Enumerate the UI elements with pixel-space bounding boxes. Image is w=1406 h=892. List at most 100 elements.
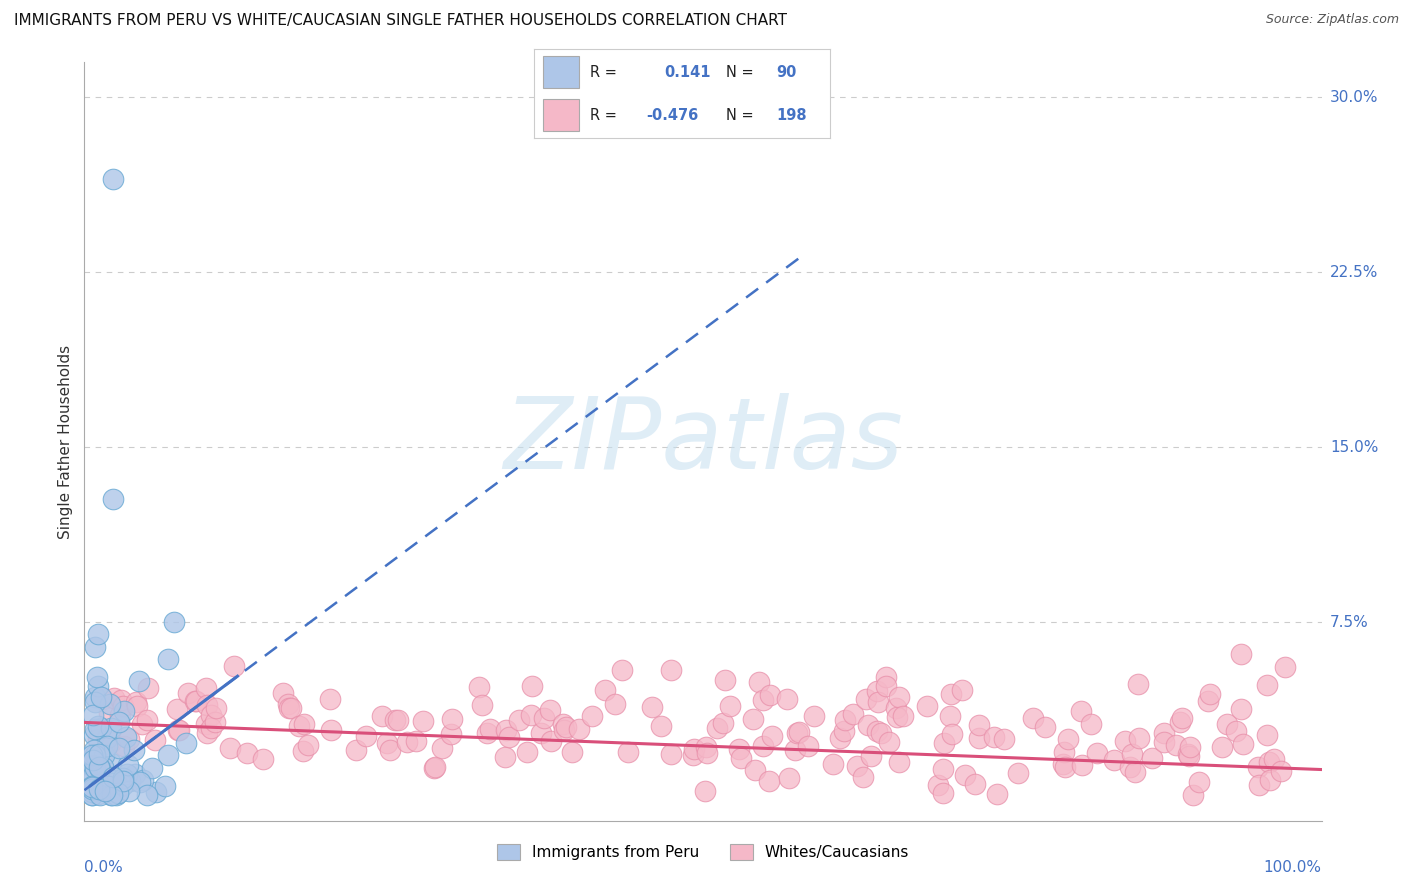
Point (752, 739, 775, 753)
Point (1232, 737, 1254, 751)
Point (641, 699, 664, 714)
Point (478, 723, 501, 737)
Point (292, 744, 315, 758)
Point (761, 729, 783, 743)
Text: 22.5%: 22.5% (1330, 265, 1378, 280)
Point (108, 707, 131, 722)
Point (90, 690, 112, 704)
Point (1171, 711, 1194, 725)
Point (100, 788, 122, 802)
Point (84, 690, 107, 705)
Point (91, 692, 114, 706)
Point (866, 724, 889, 739)
Point (103, 690, 125, 705)
Point (1053, 760, 1076, 774)
Point (96, 781, 118, 796)
Point (1225, 724, 1247, 739)
Point (124, 767, 146, 781)
Point (993, 732, 1015, 747)
Point (143, 733, 166, 747)
Point (405, 733, 427, 747)
Point (183, 694, 205, 708)
Point (278, 701, 301, 715)
Point (963, 777, 986, 791)
Point (693, 784, 716, 798)
Point (875, 679, 897, 693)
Point (153, 780, 176, 794)
Point (89, 788, 111, 802)
Point (96, 739, 118, 754)
Point (728, 741, 751, 756)
Point (828, 731, 851, 745)
Point (371, 708, 394, 723)
Point (219, 740, 242, 755)
Point (354, 729, 377, 743)
Point (939, 708, 962, 723)
Point (520, 680, 543, 694)
Point (112, 778, 135, 792)
Point (855, 691, 877, 706)
Point (610, 664, 633, 678)
Point (94, 780, 117, 794)
Point (89, 776, 111, 790)
Point (877, 735, 900, 749)
Text: -0.476: -0.476 (647, 108, 699, 122)
Point (1215, 716, 1237, 731)
Point (1052, 756, 1074, 771)
Point (131, 717, 153, 731)
Point (222, 659, 245, 673)
Point (1087, 746, 1109, 760)
Point (163, 615, 186, 630)
Point (730, 750, 752, 764)
Point (90, 721, 112, 735)
Point (195, 726, 218, 740)
Point (775, 691, 797, 706)
Point (101, 770, 124, 784)
Point (112, 771, 135, 785)
FancyBboxPatch shape (543, 99, 579, 131)
Point (100, 776, 122, 790)
Point (967, 731, 990, 745)
Point (983, 731, 1005, 745)
Text: 7.5%: 7.5% (1330, 615, 1368, 630)
Point (605, 697, 627, 711)
Point (87, 759, 110, 773)
Point (856, 718, 879, 732)
Point (659, 663, 682, 677)
Point (377, 736, 399, 750)
Point (319, 723, 342, 738)
Point (520, 707, 543, 722)
Point (87, 719, 110, 733)
Point (101, 491, 124, 506)
Point (1249, 779, 1271, 793)
Point (714, 673, 737, 687)
Point (93, 748, 115, 763)
Point (100, 756, 122, 770)
Point (1053, 745, 1076, 759)
Point (98, 706, 121, 720)
Point (80, 780, 103, 794)
Point (83, 762, 105, 776)
Point (86, 670, 108, 684)
Point (117, 758, 139, 772)
Point (617, 745, 640, 759)
Point (718, 698, 741, 713)
Text: 0.0%: 0.0% (84, 860, 124, 874)
Point (167, 723, 190, 737)
Point (1119, 760, 1142, 774)
Point (87, 627, 110, 641)
Point (931, 786, 953, 800)
Point (84, 722, 107, 736)
Point (87, 679, 110, 693)
Point (200, 708, 222, 723)
Point (378, 743, 401, 757)
Point (986, 788, 1008, 802)
Point (869, 726, 891, 740)
Point (1128, 731, 1150, 745)
Point (80, 788, 103, 802)
Point (82, 779, 104, 793)
Point (555, 720, 578, 734)
Point (440, 713, 463, 727)
Text: ZIPatlas: ZIPatlas (503, 393, 903, 490)
Point (108, 714, 131, 729)
